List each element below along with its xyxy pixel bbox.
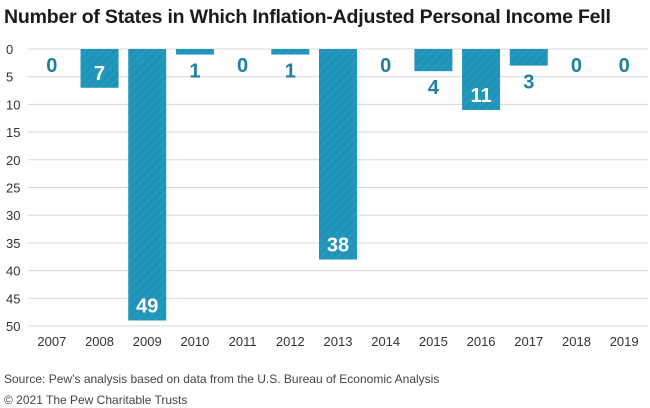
x-axis: 2007 2008 2009 2010 2011 2012 2013 2014 2015 2016…: [37, 334, 638, 349]
data-label-2018: 0: [571, 55, 582, 77]
x-tick-label: 2015: [419, 334, 448, 349]
x-tick-label: 2018: [562, 334, 591, 349]
y-tick-label: 15: [6, 125, 20, 140]
bar-2012: [271, 49, 310, 55]
y-tick-label: 5: [6, 70, 13, 85]
copyright-note: © 2021 The Pew Charitable Trusts: [4, 393, 188, 407]
x-tick-label: 2011: [229, 334, 257, 349]
x-tick-label: 2012: [276, 334, 305, 349]
bars: [80, 49, 548, 321]
y-tick-label: 45: [6, 291, 20, 306]
data-label-2014: 0: [380, 55, 391, 77]
y-tick-label: 30: [6, 208, 20, 223]
x-tick-label: 2009: [133, 334, 162, 349]
data-label-2017: 3: [523, 72, 534, 94]
bar-2010: [175, 49, 214, 55]
y-axis: 0 5 10 15 20 25 30 35 40 45 50: [6, 42, 20, 334]
y-tick-label: 50: [6, 319, 20, 334]
x-tick-label: 2010: [180, 334, 209, 349]
data-label-2011: 0: [237, 55, 248, 77]
data-label-2013: 38: [327, 235, 349, 257]
data-label-2010: 1: [189, 61, 200, 83]
y-tick-label: 25: [6, 181, 20, 196]
y-tick-label: 40: [6, 264, 20, 279]
chart-title: Number of States in Which Inflation-Adju…: [4, 6, 611, 28]
bar-2016: [462, 49, 501, 110]
bar-2008: [80, 49, 119, 88]
x-tick-label: 2007: [37, 334, 66, 349]
x-tick-label: 2016: [467, 334, 496, 349]
x-tick-label: 2008: [85, 334, 114, 349]
data-label-2007: 0: [46, 55, 57, 77]
data-label-2009: 49: [136, 295, 158, 317]
y-tick-label: 20: [6, 153, 20, 168]
data-label-2016: 11: [470, 85, 491, 107]
x-tick-label: 2017: [514, 334, 543, 349]
x-tick-label: 2019: [610, 334, 639, 349]
x-tick-label: 2013: [324, 334, 353, 349]
y-tick-label: 35: [6, 236, 20, 251]
data-label-2008: 7: [94, 63, 105, 85]
data-label-2015: 4: [428, 77, 440, 99]
x-tick-label: 2014: [371, 334, 400, 349]
bar-2013: [319, 49, 357, 260]
y-tick-label: 0: [6, 42, 13, 57]
y-tick-label: 10: [6, 97, 20, 112]
bar-2009: [128, 49, 167, 321]
data-label-2012: 1: [285, 61, 296, 83]
bar-2017: [509, 49, 548, 66]
source-note: Source: Pew’s analysis based on data fro…: [4, 372, 440, 386]
data-label-2019: 0: [619, 55, 630, 77]
bar-2015: [414, 49, 453, 72]
data-labels: 0 7 49 1 0 1 38 0 4 11 3 0 0: [46, 55, 629, 317]
